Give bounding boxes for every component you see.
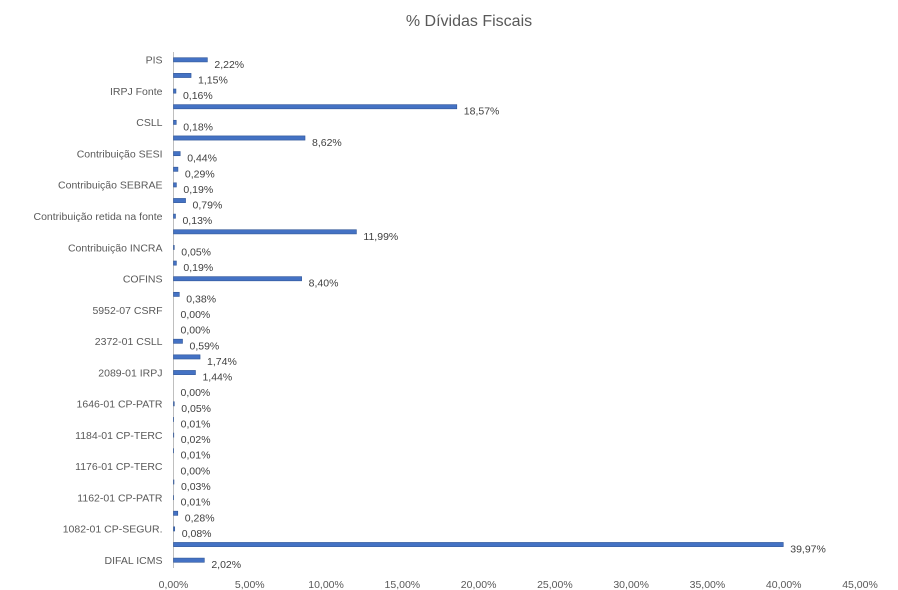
data-label: 0,00% (181, 309, 211, 321)
bar (173, 291, 180, 297)
bar (173, 166, 179, 172)
data-label: 1,74% (207, 356, 237, 368)
y-tick-label: IRPJ Fonte (110, 86, 163, 98)
bar (173, 198, 186, 203)
data-label: 0,05% (181, 246, 211, 258)
x-tick-label: 25,00% (537, 579, 573, 590)
data-label: 0,01% (181, 418, 211, 430)
x-tick-label: 5,00% (235, 579, 265, 590)
data-label: 1,44% (202, 372, 232, 384)
bar (173, 542, 784, 547)
bar (173, 510, 179, 516)
x-tick-label: 40,00% (766, 579, 802, 590)
y-tick-label: 1646-01 CP-PATR (77, 399, 163, 411)
y-tick-label: 1162-01 CP-PATR (77, 492, 163, 504)
bar (173, 526, 176, 532)
bar (173, 338, 183, 344)
x-tick-label: 10,00% (308, 579, 344, 590)
bar (173, 245, 175, 250)
bar (173, 88, 177, 94)
y-tick-label: Contribuição INCRA (68, 242, 163, 254)
bar (173, 151, 181, 157)
data-label: 0,79% (193, 200, 223, 212)
bar (173, 370, 196, 375)
bars-group (173, 57, 784, 563)
data-label: 0,19% (183, 184, 213, 196)
data-label: 0,08% (182, 528, 212, 540)
data-label: 0,59% (190, 340, 220, 352)
x-tick-label: 0,00% (159, 579, 189, 590)
y-tick-label: 2089-01 IRPJ (98, 367, 162, 379)
y-tick-label: 5952-07 CSRF (92, 305, 162, 317)
data-label: 8,62% (312, 137, 342, 149)
bar (173, 557, 205, 563)
x-tick-label: 15,00% (385, 579, 421, 590)
data-label: 0,19% (183, 262, 213, 274)
y-tick-label: Contribuição SESI (77, 148, 163, 160)
data-label: 0,00% (181, 387, 211, 399)
y-tick-label: CSLL (136, 117, 162, 129)
bar (173, 182, 177, 188)
data-labels: 2,22% 1,15% 0,16% 18,57% 0,18% 8,62% 0,44% 0,29… (181, 59, 826, 571)
bar (173, 229, 357, 235)
bar (173, 260, 177, 266)
y-tick-label: 1176-01 CP-TERC (75, 461, 163, 473)
data-label: 0,01% (181, 450, 211, 462)
data-label: 0,00% (181, 325, 211, 337)
bar (173, 104, 458, 110)
data-label: 0,44% (187, 153, 217, 165)
y-tick-label: 1184-01 CP-TERC (75, 430, 163, 442)
y-tick-labels: PIS IRPJ Fonte CSLL Contribuição SESI Contri… (34, 55, 163, 567)
data-label: 0,00% (181, 465, 211, 477)
y-tick-label: DIFAL ICMS (105, 555, 163, 567)
bar (173, 213, 176, 219)
data-label: 39,97% (790, 544, 826, 556)
data-label: 0,29% (185, 168, 215, 180)
data-label: 0,03% (181, 481, 211, 493)
bar (173, 354, 201, 360)
bar (173, 401, 175, 407)
y-tick-label: PIS (146, 55, 163, 67)
data-label: 0,01% (181, 497, 211, 509)
y-tick-label: 2372-01 CSLL (95, 336, 163, 348)
data-label: 0,13% (182, 215, 212, 227)
data-label: 2,22% (214, 59, 244, 71)
chart-title: % Dívidas Fiscais (406, 13, 532, 30)
bar (173, 276, 302, 282)
bar (173, 135, 306, 141)
data-label: 8,40% (309, 278, 339, 290)
y-tick-label: COFINS (123, 274, 163, 286)
data-label: 0,18% (183, 121, 213, 133)
data-label: 0,05% (181, 403, 211, 415)
data-label: 0,16% (183, 90, 213, 102)
y-tick-label: 1082-01 CP-SEGUR. (63, 524, 163, 536)
x-tick-label: 30,00% (613, 579, 649, 590)
x-tick-label: 45,00% (842, 579, 878, 590)
x-tick-label: 35,00% (690, 579, 726, 590)
data-label: 2,02% (211, 559, 241, 571)
x-tick-label: 20,00% (461, 579, 497, 590)
data-label: 0,02% (181, 434, 211, 446)
y-tick-label: Contribuição retida na fonte (34, 211, 163, 223)
bar (173, 119, 177, 125)
bar (173, 73, 192, 78)
data-label: 18,57% (464, 106, 500, 118)
y-tick-label: Contribuição SEBRAE (58, 180, 162, 192)
data-label: 0,38% (186, 293, 216, 305)
data-label: 1,15% (198, 74, 228, 86)
x-tick-labels: 0,00% 5,00% 10,00% 15,00% 20,00% 25,00% 30,00%… (159, 579, 878, 590)
data-label: 11,99% (363, 231, 398, 243)
bar (173, 57, 208, 63)
data-label: 0,28% (185, 512, 215, 524)
